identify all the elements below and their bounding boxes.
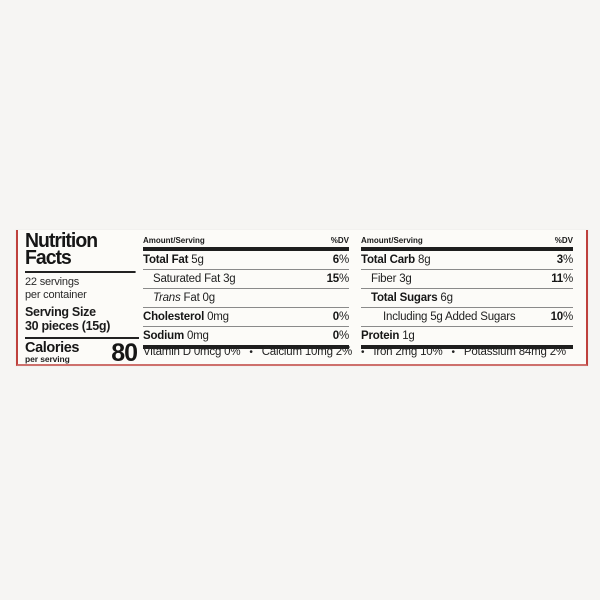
nutrient-name: Fiber [371, 273, 397, 285]
thick-rule [361, 247, 573, 251]
nutrient-name: Cholesterol [143, 311, 205, 323]
serving-size-label: Serving Size [25, 305, 96, 319]
dv-percent-sign: % [338, 273, 349, 285]
bullet-separator: • [361, 346, 365, 358]
nutrient-row-trans-fat: Trans Fat 0g [143, 289, 349, 308]
dv-value: 0 [332, 330, 339, 342]
nutrient-name: Total Fat [143, 254, 189, 266]
micronutrient-vitamin-d: Vitamin D 0mcg 0% [143, 346, 241, 358]
nutrient-row-fiber: Fiber 3g 11% [361, 270, 573, 289]
calories-value: 80 [111, 339, 138, 367]
nutrient-row-saturated-fat: Saturated Fat 3g 15% [143, 270, 349, 289]
micronutrient-calcium: Calcium 10mg 2% [261, 346, 353, 358]
nutrient-amount: 3g [399, 273, 412, 285]
nutrient-name: Trans [153, 292, 181, 304]
nutrient-name: Sodium [143, 330, 184, 342]
calories-row: Calories per serving 80 [25, 337, 139, 367]
nutrient-amount: 1g [402, 330, 415, 342]
nutrient-amount: 8g [418, 254, 431, 266]
dv-percent-sign: % [338, 330, 349, 342]
dv-header: %DV [554, 236, 573, 245]
nutrient-amount: Fat 0g [183, 292, 216, 304]
nutrient-amount: 3g [223, 273, 236, 285]
nutrient-amount: 5g [191, 254, 204, 266]
servings-per-container: 22 servings per container [25, 276, 139, 301]
dv-value: 15 [326, 273, 340, 285]
micronutrient-potassium: Potassium 84mg 2% [463, 346, 566, 358]
serving-size: Serving Size 30 pieces (15g) [25, 305, 139, 333]
nutrient-name: Protein [361, 330, 400, 342]
nutrient-column-carbs: Amount/Serving %DV Total Carb 8g 3% Fiber… [361, 235, 573, 349]
nutrient-row-sodium: Sodium 0mg 0% [143, 327, 349, 345]
nutrient-amount: 6g [440, 292, 453, 304]
thick-rule [143, 247, 349, 251]
nutrient-amount: 0mg [186, 330, 209, 342]
nutrient-row-total-carb: Total Carb 8g 3% [361, 251, 573, 270]
micronutrient-iron: Iron 2mg 10% [373, 346, 443, 358]
dv-percent-sign: % [338, 311, 349, 323]
column-header: Amount/Serving %DV [361, 235, 573, 247]
amount-serving-header: Amount/Serving [143, 236, 205, 245]
thick-rule [143, 345, 349, 349]
title-line-2: Facts [25, 247, 72, 269]
dv-percent-sign: % [562, 311, 573, 323]
nutrient-row-total-fat: Total Fat 5g 6% [143, 251, 349, 270]
nutrition-facts-title: Nutrition Facts [25, 230, 136, 273]
calories-label-block: Calories per serving [25, 340, 80, 364]
servings-count: 22 servings [25, 276, 80, 288]
dv-percent-sign: % [338, 254, 349, 266]
serving-size-value: 30 pieces (15g) [25, 318, 111, 333]
nutrient-row-total-sugars: Total Sugars 6g [361, 289, 573, 308]
calories-label: Calories [25, 340, 80, 356]
dv-value: 3 [556, 254, 563, 266]
nutrient-name: Including 5g Added Sugars [383, 311, 516, 323]
dv-value: 6 [332, 254, 339, 266]
nutrition-facts-panel: Nutrition Facts 22 servings per containe… [16, 230, 588, 366]
column-header: Amount/Serving %DV [143, 235, 349, 247]
calories-sublabel: per serving [25, 354, 70, 364]
amount-serving-header: Amount/Serving [361, 236, 423, 245]
nutrient-amount: 0mg [207, 311, 229, 323]
micronutrients-row: Vitamin D 0mcg 0% • Calcium 10mg 2% • Ir… [143, 346, 587, 358]
bullet-separator: • [451, 346, 456, 358]
thick-rule [361, 345, 573, 349]
nutrient-name: Total Sugars [371, 292, 438, 304]
dv-percent-sign: % [562, 254, 573, 266]
bullet-separator: • [249, 346, 253, 358]
nutrient-column-fats: Amount/Serving %DV Total Fat 5g 6% Satura… [143, 235, 349, 349]
nutrient-name: Saturated Fat [153, 273, 221, 285]
servings-container-text: per container [25, 288, 87, 301]
nutrient-row-cholesterol: Cholesterol 0mg 0% [143, 308, 349, 327]
dv-value: 11 [551, 273, 563, 285]
dv-value: 10 [550, 311, 564, 323]
nutrient-name: Total Carb [361, 254, 416, 266]
title-line-1: Nutrition [25, 230, 98, 252]
label-identity-column: Nutrition Facts 22 servings per containe… [25, 230, 139, 367]
dv-percent-sign: % [562, 273, 573, 285]
dv-header: %DV [330, 236, 349, 245]
dv-value: 0 [332, 311, 339, 323]
nutrient-row-protein: Protein 1g [361, 327, 573, 345]
nutrient-row-added-sugars: Including 5g Added Sugars 10% [361, 308, 573, 327]
